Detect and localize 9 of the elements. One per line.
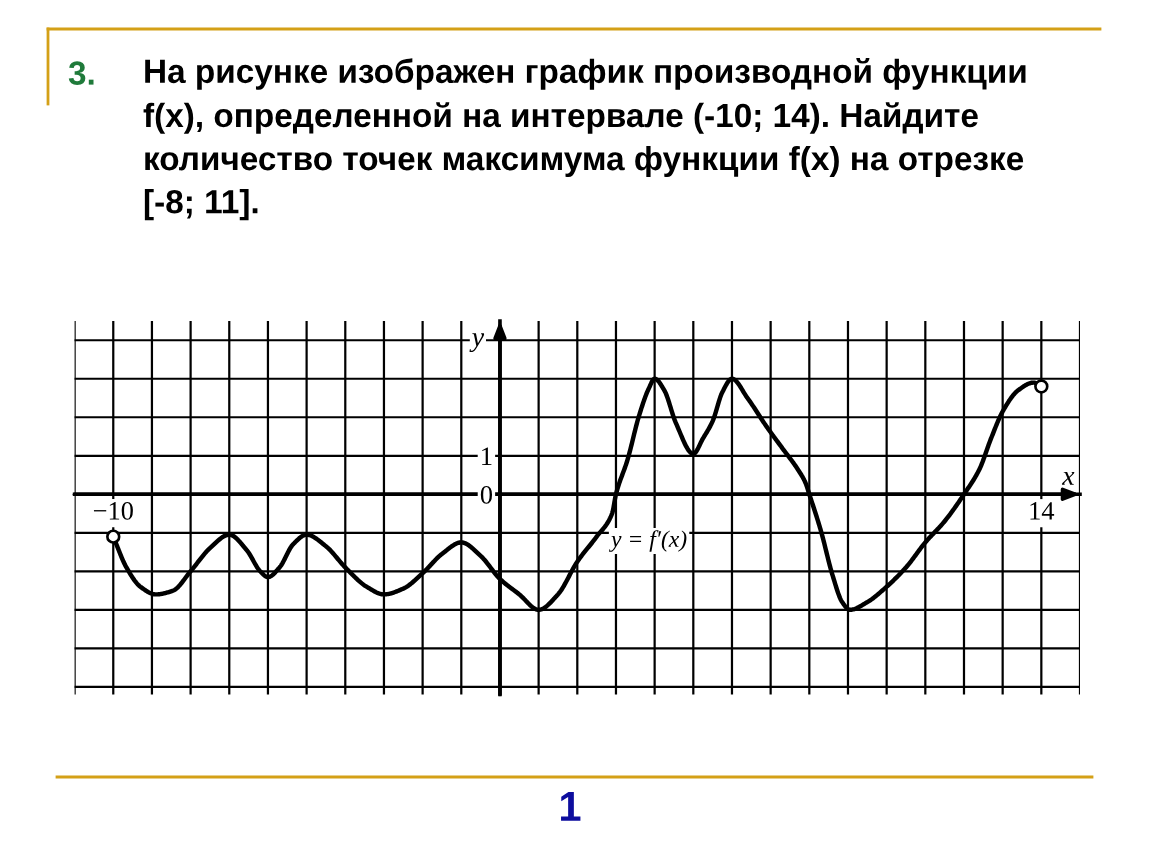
y-axis-title: y: [469, 333, 485, 353]
y-tick-label: 0: [480, 485, 493, 504]
x-tick-label: −10: [93, 501, 133, 520]
x-tick-label: 14: [1030, 502, 1055, 520]
text: 3.: [68, 61, 94, 85]
text: 1: [561, 792, 581, 821]
x-axis-title: x: [1061, 471, 1075, 485]
annotation: y = f′(x): [609, 530, 687, 552]
chart-title: На рисунке изображен график производной функции f(x), определенной на интервале (-10; 14). Найдите количество точек максимума функции f(x) на отрезке [-8; 11].: [143, 58, 1026, 221]
